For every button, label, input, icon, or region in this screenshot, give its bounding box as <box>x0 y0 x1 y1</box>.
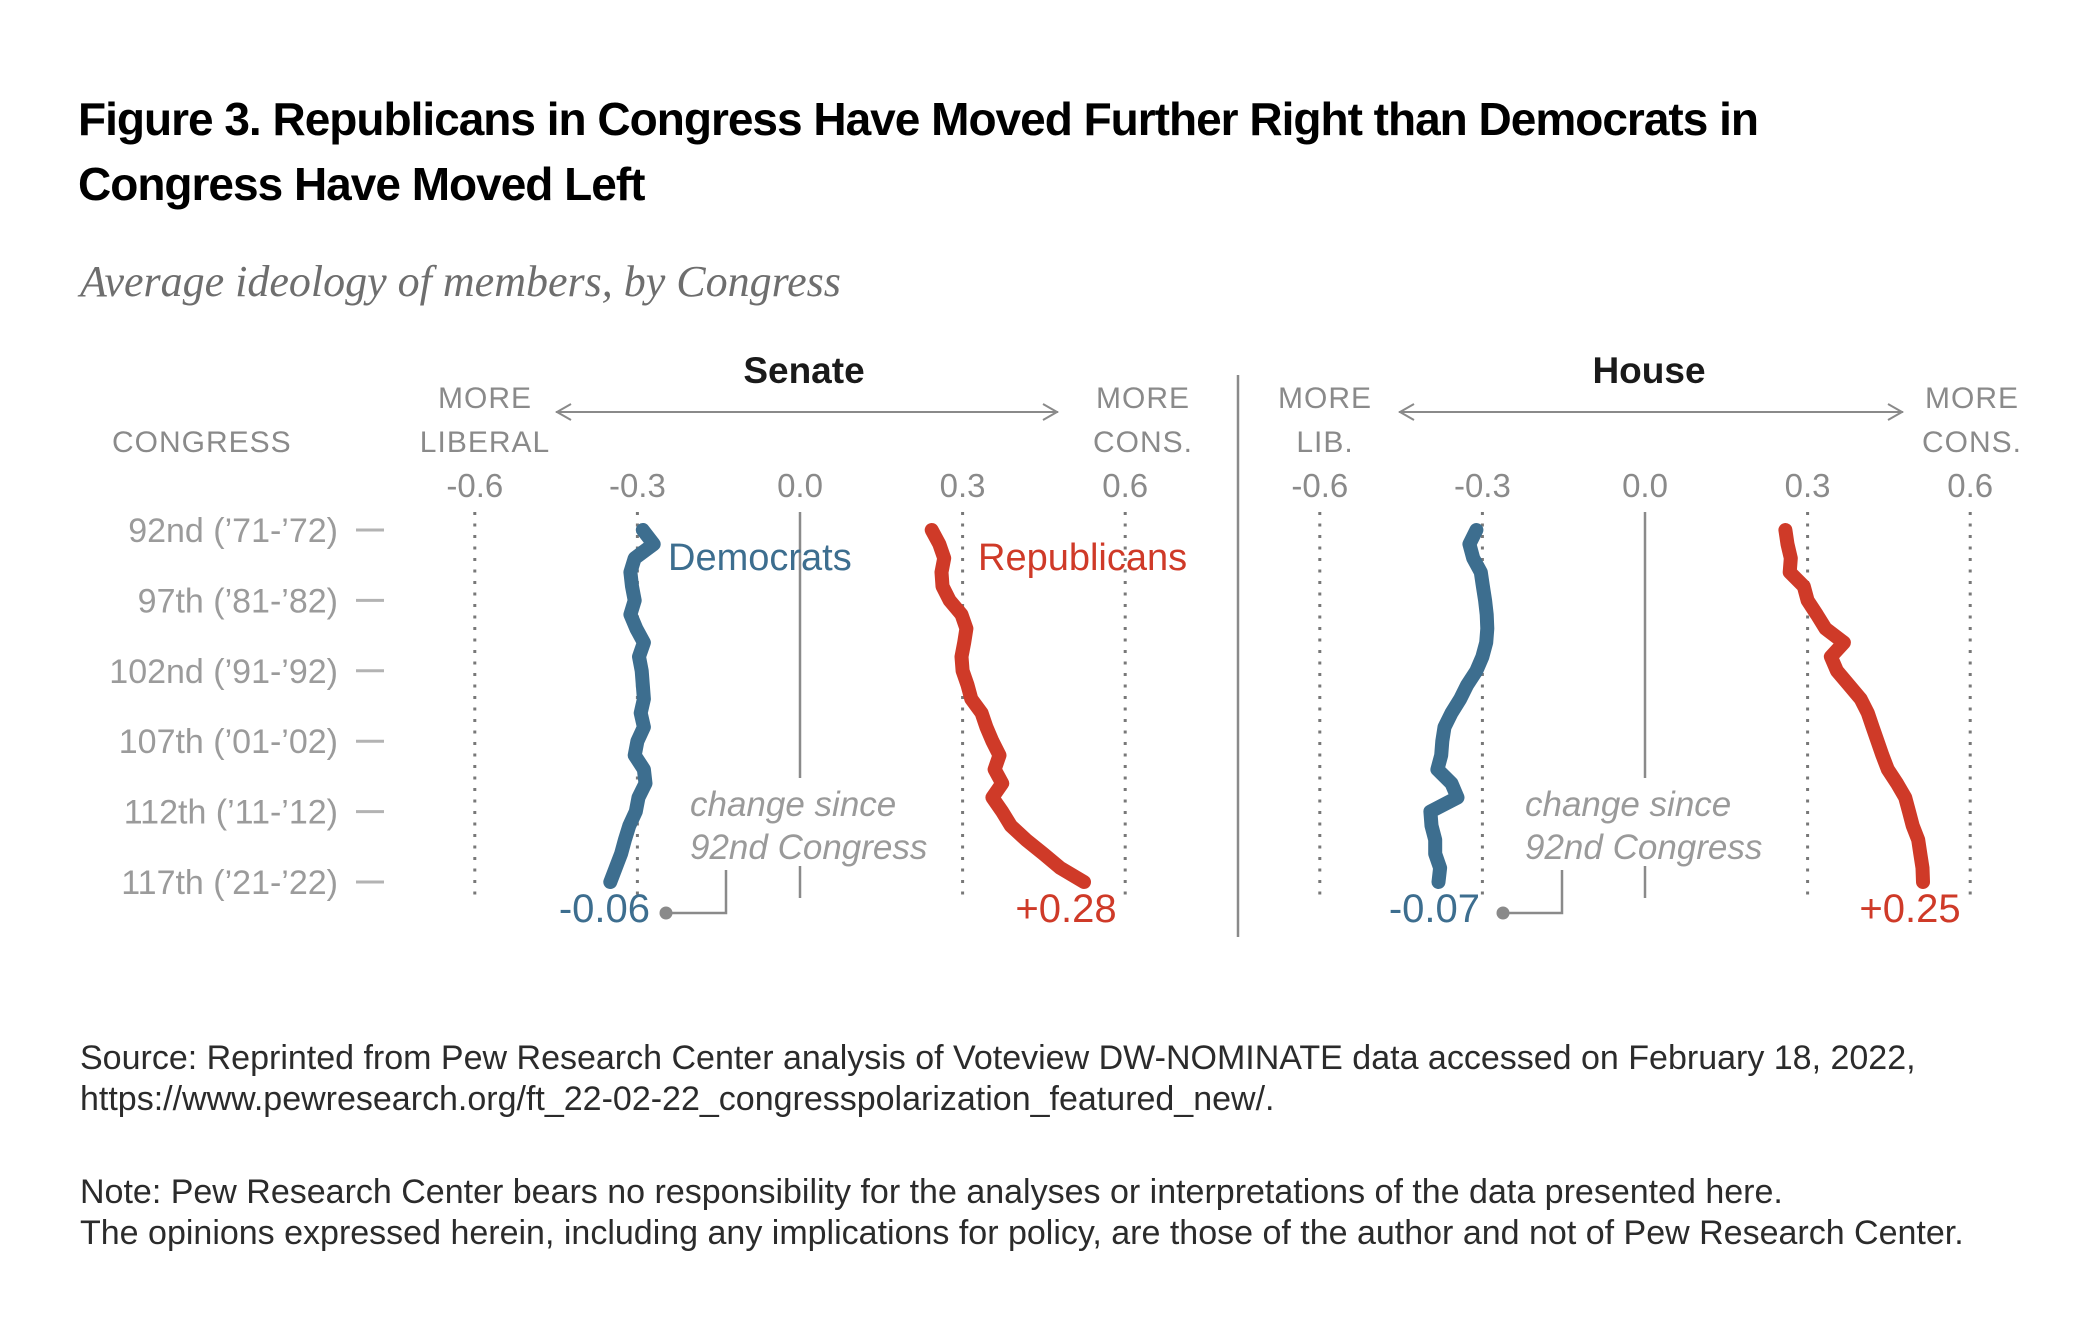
more-cons-label: MORE <box>1096 382 1190 415</box>
arrowhead-left-icon <box>554 403 572 421</box>
panel-title-house: House <box>1592 350 1705 391</box>
callout-elbow <box>666 870 728 915</box>
more-liberal-label: LIBERAL <box>420 426 550 459</box>
arrowhead-left-icon <box>1397 403 1415 421</box>
figure-title-line2: Congress Have Moved Left <box>78 157 645 210</box>
congress-row-label: 112th (’11-’12) <box>124 794 338 832</box>
series-label-democrats: Democrats <box>668 537 852 579</box>
series-line-republicans-house <box>1778 523 1930 889</box>
note-text: Note: Pew Research Center bears no respo… <box>80 1172 2040 1254</box>
x-tick-label: -0.3 <box>609 467 666 504</box>
more-cons-label: MORE <box>1925 382 2019 415</box>
x-tick-label: 0.3 <box>940 467 986 504</box>
x-tick-label: 0.6 <box>1947 467 1993 504</box>
figure-title: Figure 3. Republicans in Congress Have M… <box>78 87 1918 217</box>
x-tick-label: 0.0 <box>1622 467 1668 504</box>
x-tick-label: -0.6 <box>446 467 503 504</box>
callout-dot-icon <box>659 906 673 920</box>
note-line1: Note: Pew Research Center bears no respo… <box>80 1173 1783 1211</box>
source-line2: https://www.pewresearch.org/ft_22-02-22_… <box>80 1080 1275 1118</box>
congress-row-label: 102nd (’91-’92) <box>109 653 338 691</box>
congress-row-label: 92nd (’71-’72) <box>128 512 338 550</box>
republican-change-value-house: +0.25 <box>1859 887 1960 931</box>
democrat-change-value-senate: -0.06 <box>559 887 650 931</box>
change-note-line2: 92nd Congress <box>1525 828 1762 867</box>
arrowhead-right-icon <box>1042 403 1060 421</box>
more-cons-label: CONS. <box>1093 426 1193 459</box>
congress-row-label: 117th (’21-’22) <box>121 864 338 902</box>
x-tick-label: 0.0 <box>777 467 823 504</box>
congress-column-label: CONGRESS <box>112 426 292 459</box>
series-line-democrats-house <box>1423 523 1495 889</box>
more-liberal-label: MORE <box>438 382 532 415</box>
republican-change-value-senate: +0.28 <box>1015 887 1116 931</box>
change-note-line2: 92nd Congress <box>690 828 927 867</box>
source-text: Source: Reprinted from Pew Research Cent… <box>80 1038 2040 1120</box>
more-liberal-label: MORE <box>1278 382 1372 415</box>
congress-row-label: 107th (’01-’02) <box>119 723 338 761</box>
x-tick-label: 0.3 <box>1785 467 1831 504</box>
arrowhead-right-icon <box>1887 403 1905 421</box>
series-line-republicans-senate <box>924 523 1091 889</box>
figure-subtitle: Average ideology of members, by Congress <box>80 257 841 306</box>
more-liberal-label: LIB. <box>1296 426 1353 459</box>
congress-row-label: 97th (’81-’82) <box>138 582 338 620</box>
x-tick-label: 0.6 <box>1102 467 1148 504</box>
source-line1: Source: Reprinted from Pew Research Cent… <box>80 1039 1916 1077</box>
figure-title-line1: Figure 3. Republicans in Congress Have M… <box>78 92 1759 145</box>
callout-elbow <box>1503 870 1564 915</box>
more-cons-label: CONS. <box>1922 426 2022 459</box>
change-note-line1: change since <box>690 785 896 824</box>
x-tick-label: -0.6 <box>1291 467 1348 504</box>
panel-title-senate: Senate <box>743 350 864 391</box>
change-note-line1: change since <box>1525 785 1731 824</box>
series-label-republicans: Republicans <box>978 537 1187 579</box>
democrat-change-value-house: -0.07 <box>1389 887 1480 931</box>
note-line2: The opinions expressed herein, including… <box>80 1214 1964 1252</box>
series-line-democrats-senate <box>603 523 661 889</box>
x-tick-label: -0.3 <box>1454 467 1511 504</box>
callout-dot-icon <box>1496 906 1510 920</box>
